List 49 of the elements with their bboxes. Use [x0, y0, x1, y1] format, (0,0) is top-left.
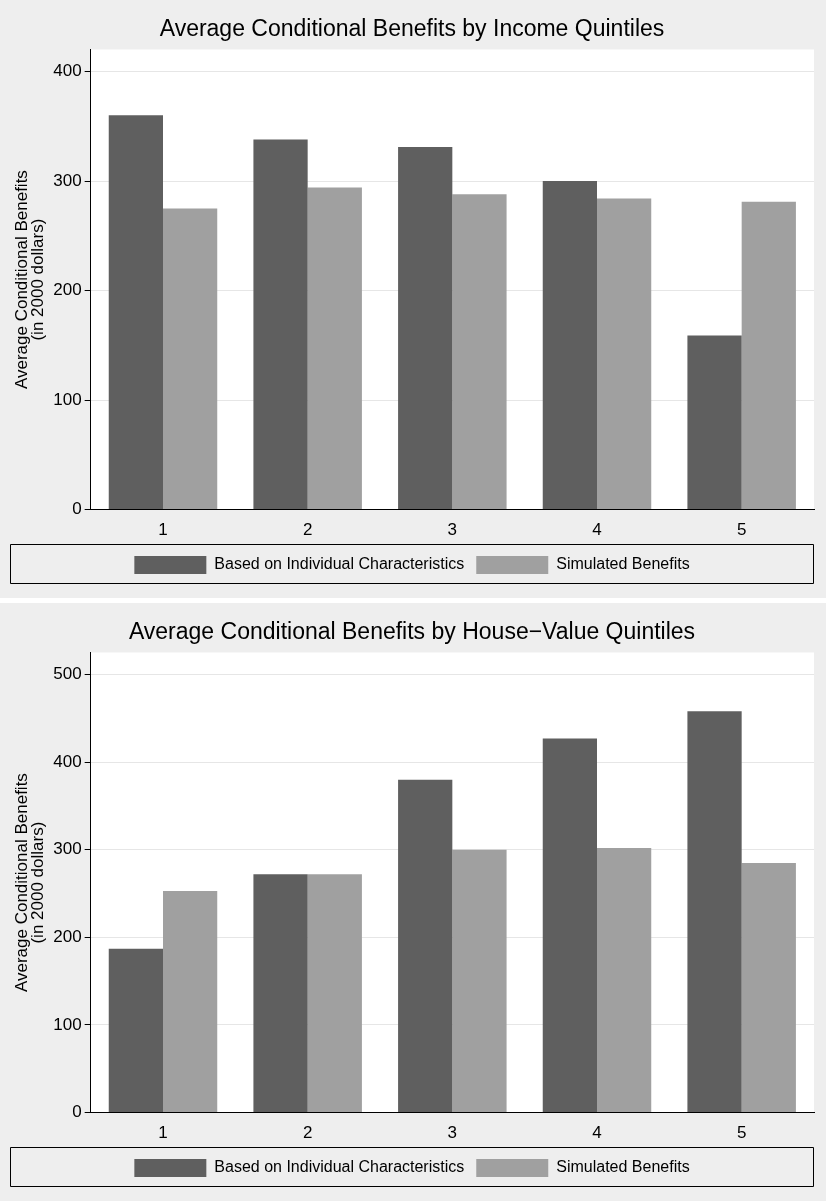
bar [597, 198, 652, 510]
y-tick-label: 200 [53, 927, 82, 947]
bar [163, 208, 218, 510]
x-tick-label: 4 [592, 520, 602, 540]
bar [253, 874, 308, 1113]
bar [108, 115, 163, 510]
bar [741, 862, 796, 1113]
bar [542, 181, 597, 510]
bar [398, 147, 453, 510]
y-tick-label: 100 [53, 389, 82, 409]
y-axis-title: Average Conditional Benefits (in 2000 dollars) [11, 773, 47, 993]
legend-label: Simulated Benefits [556, 1158, 690, 1176]
bar [163, 890, 218, 1113]
bar [452, 194, 507, 510]
bar [597, 847, 652, 1113]
bar [108, 948, 163, 1113]
x-tick-label: 3 [447, 520, 458, 540]
bar [452, 849, 507, 1113]
y-tick-label: 100 [53, 1014, 82, 1034]
y-tick-label: 200 [53, 280, 82, 300]
y-axis-title: Average Conditional Benefits (in 2000 dollars) [11, 170, 47, 390]
y-tick-label: 300 [53, 839, 82, 859]
y-tick-label: 300 [53, 170, 82, 190]
legend-label: Based on Individual Characteristics [214, 1158, 465, 1176]
bar [253, 139, 308, 510]
bar [398, 779, 453, 1113]
chart-title: Average Conditional Benefits by Income Quintiles [159, 15, 665, 42]
x-tick-label: 1 [158, 520, 168, 540]
bar [687, 335, 742, 510]
y-tick-label: 400 [53, 61, 82, 81]
x-tick-label: 1 [158, 1123, 168, 1143]
bar [307, 874, 362, 1113]
y-tick-label: 500 [53, 664, 82, 684]
y-tick-label: 0 [72, 499, 82, 519]
y-tick-label: 0 [72, 1102, 82, 1122]
y-tick-label: 400 [53, 751, 82, 771]
bar [687, 711, 742, 1113]
x-tick-label: 5 [736, 1123, 747, 1143]
bar [542, 738, 597, 1113]
x-tick-label: 5 [736, 520, 747, 540]
chart-title: Average Conditional Benefits by House−Value Quintiles [128, 618, 696, 645]
legend-label: Simulated Benefits [556, 555, 690, 573]
x-tick-label: 3 [447, 1123, 458, 1143]
legend-label: Based on Individual Characteristics [214, 555, 465, 573]
bar [741, 201, 796, 510]
x-tick-label: 2 [302, 1123, 313, 1143]
x-tick-label: 2 [302, 520, 313, 540]
x-tick-label: 4 [592, 1123, 602, 1143]
bar [307, 187, 362, 510]
